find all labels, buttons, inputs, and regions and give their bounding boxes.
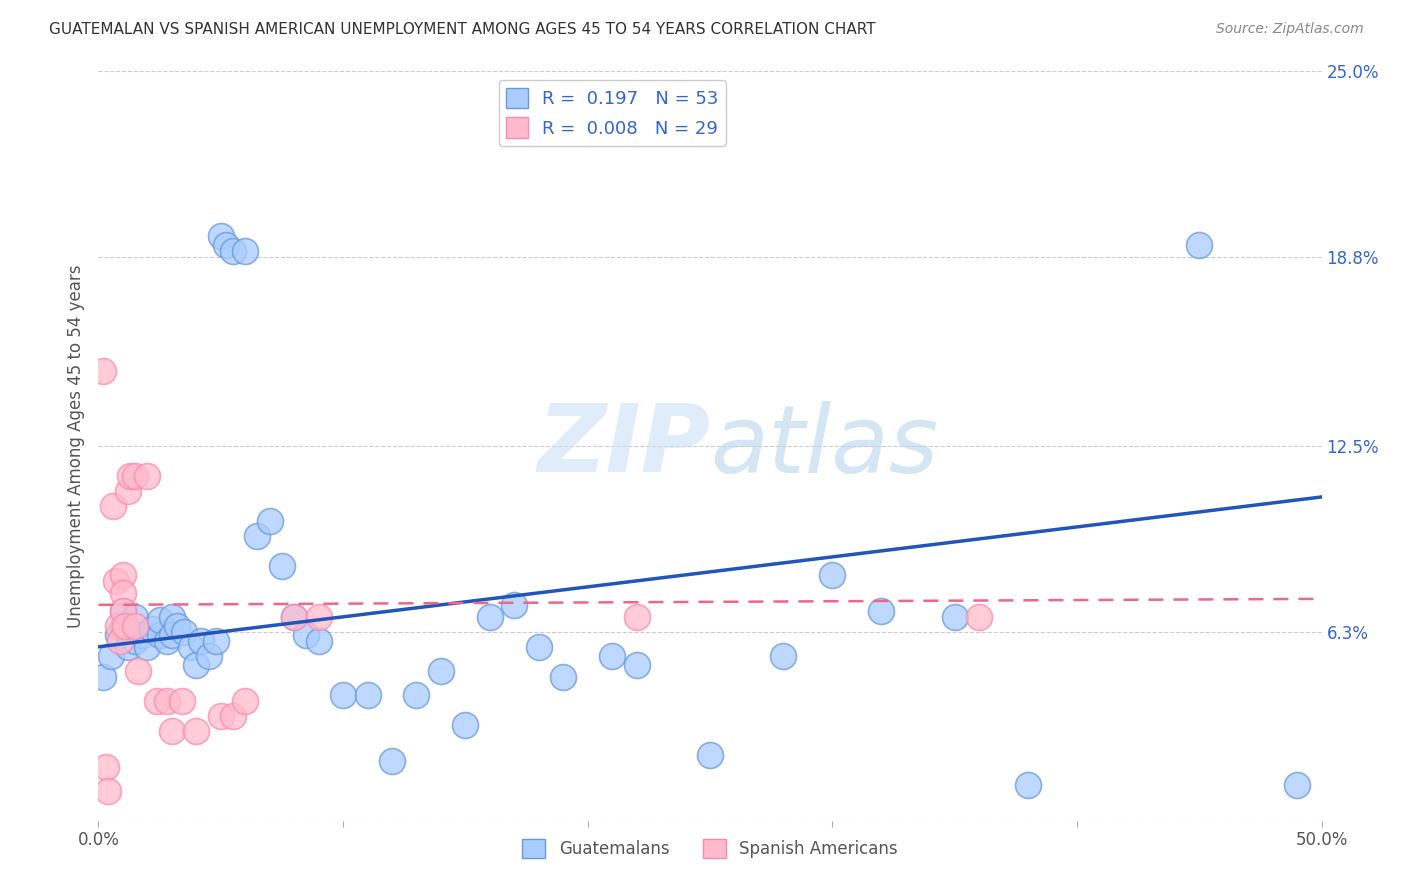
Point [180, 640, 202, 654]
Point [97, 783, 120, 797]
Point [308, 633, 330, 648]
Point [381, 754, 404, 768]
Point [600, 648, 623, 663]
Point [214, 238, 236, 252]
Point [149, 613, 172, 627]
Point [160, 610, 183, 624]
Point [127, 664, 149, 678]
Point [131, 628, 153, 642]
Point [332, 688, 354, 702]
Point [430, 664, 453, 678]
Point [107, 628, 129, 642]
Point [91, 670, 114, 684]
Text: Source: ZipAtlas.com: Source: ZipAtlas.com [1216, 22, 1364, 37]
Y-axis label: Unemployment Among Ages 45 to 54 years: Unemployment Among Ages 45 to 54 years [66, 264, 84, 628]
Point [1188, 238, 1211, 252]
Point [160, 723, 183, 738]
Point [233, 244, 256, 259]
Point [478, 610, 501, 624]
Point [120, 469, 142, 483]
Point [190, 633, 212, 648]
Point [110, 633, 132, 648]
Point [943, 610, 966, 624]
Point [156, 633, 179, 648]
Point [117, 483, 139, 498]
Point [222, 244, 245, 259]
Point [100, 648, 122, 663]
Point [527, 640, 550, 654]
Point [149, 628, 172, 642]
Point [553, 670, 575, 684]
Point [186, 657, 208, 672]
Point [821, 567, 844, 582]
Point [283, 610, 305, 624]
Point [233, 694, 256, 708]
Point [222, 708, 245, 723]
Point [356, 688, 378, 702]
Point [308, 610, 330, 624]
Point [160, 628, 183, 642]
Point [209, 229, 232, 244]
Point [197, 648, 219, 663]
Point [1286, 778, 1309, 792]
Point [94, 760, 117, 774]
Point [870, 604, 893, 618]
Point [107, 619, 129, 633]
Point [136, 469, 159, 483]
Point [166, 619, 188, 633]
Point [91, 364, 114, 378]
Point [146, 694, 169, 708]
Point [626, 610, 648, 624]
Point [111, 604, 134, 618]
Text: ZIP: ZIP [537, 400, 710, 492]
Point [124, 619, 146, 633]
Point [124, 633, 146, 648]
Point [186, 723, 208, 738]
Point [117, 640, 139, 654]
Point [111, 567, 134, 582]
Point [205, 633, 228, 648]
Point [967, 610, 990, 624]
Point [111, 619, 134, 633]
Point [173, 624, 195, 639]
Text: GUATEMALAN VS SPANISH AMERICAN UNEMPLOYMENT AMONG AGES 45 TO 54 YEARS CORRELATIO: GUATEMALAN VS SPANISH AMERICAN UNEMPLOYM… [49, 22, 876, 37]
Point [124, 610, 146, 624]
Point [104, 574, 127, 588]
Point [246, 529, 269, 543]
Point [156, 694, 179, 708]
Point [772, 648, 794, 663]
Point [209, 708, 232, 723]
Point [283, 610, 305, 624]
Point [114, 619, 136, 633]
Point [124, 469, 146, 483]
Point [270, 558, 294, 573]
Legend: Guatemalans, Spanish Americans: Guatemalans, Spanish Americans [516, 833, 904, 864]
Point [454, 717, 477, 731]
Point [136, 640, 159, 654]
Point [699, 747, 721, 762]
Point [111, 604, 134, 618]
Point [259, 514, 281, 528]
Point [1017, 778, 1039, 792]
Point [101, 499, 124, 513]
Point [111, 586, 134, 600]
Point [141, 622, 163, 636]
Point [170, 694, 193, 708]
Point [295, 628, 318, 642]
Point [405, 688, 427, 702]
Text: atlas: atlas [710, 401, 938, 491]
Point [626, 657, 648, 672]
Point [503, 598, 526, 612]
